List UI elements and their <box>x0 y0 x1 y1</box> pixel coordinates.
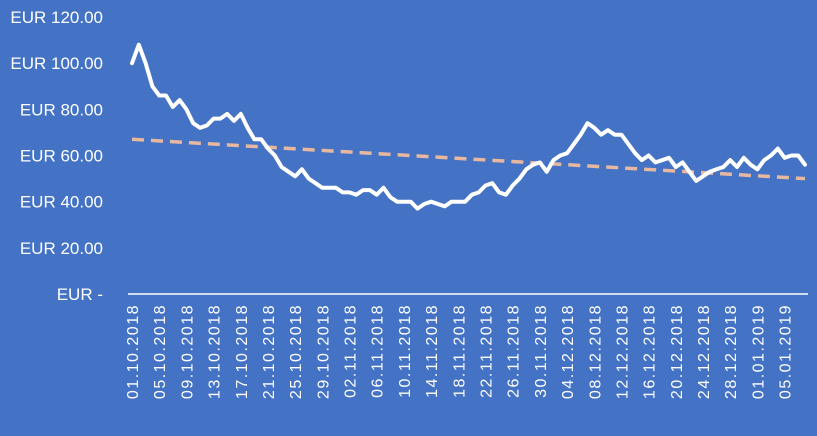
x-axis-ticks: 01.10.2018 05.10.2018 09.10.2018 13.10.2018… <box>125 304 795 399</box>
trend-line <box>131 137 806 181</box>
x-tick-label: 28.12.2018 <box>723 304 740 399</box>
x-tick-label: 04.12.2018 <box>560 304 577 399</box>
y-tick-label: EUR 80.00 <box>20 100 103 119</box>
x-tick-label: 08.12.2018 <box>587 304 604 399</box>
y-tick-label: EUR 100.00 <box>10 54 103 73</box>
x-tick-label: 06.11.2018 <box>370 304 387 398</box>
x-tick-label: 20.12.2018 <box>669 304 686 399</box>
x-tick-label: 26.11.2018 <box>506 304 523 398</box>
x-tick-label: 22.11.2018 <box>479 304 496 398</box>
x-tick-label: 25.10.2018 <box>288 304 305 399</box>
x-tick-label: 13.10.2018 <box>207 304 224 399</box>
x-tick-label: 05.10.2018 <box>152 304 169 399</box>
x-tick-label: 30.11.2018 <box>533 304 550 398</box>
x-tick-label: 12.12.2018 <box>615 304 632 399</box>
x-tick-label: 17.10.2018 <box>234 304 251 399</box>
x-tick-label: 09.10.2018 <box>179 304 196 399</box>
x-tick-label: 24.12.2018 <box>696 304 713 399</box>
price-series-line <box>130 42 807 211</box>
x-tick-label: 18.11.2018 <box>451 304 468 398</box>
x-tick-label: 05.01.2019 <box>778 304 795 399</box>
x-tick-label: 14.11.2018 <box>424 304 441 398</box>
x-tick-label: 01.01.2019 <box>750 304 767 399</box>
y-tick-label: EUR - <box>57 285 103 304</box>
x-tick-label: 02.11.2018 <box>343 304 360 398</box>
y-tick-label: EUR 20.00 <box>20 239 103 258</box>
x-tick-label: 16.12.2018 <box>642 304 659 399</box>
y-tick-label: EUR 60.00 <box>20 147 103 166</box>
y-tick-label: EUR 40.00 <box>20 193 103 212</box>
x-tick-label: 21.10.2018 <box>261 304 278 399</box>
x-tick-label: 10.11.2018 <box>397 304 414 398</box>
x-tick-label: 29.10.2018 <box>315 304 332 399</box>
x-tick-label: 01.10.2018 <box>125 304 142 399</box>
y-tick-label: EUR 120.00 <box>10 8 103 27</box>
drop-lines <box>131 44 806 294</box>
y-axis-ticks: EUR - EUR 20.00 EUR 40.00 EUR 60.00 EUR 80.0… <box>10 8 103 304</box>
